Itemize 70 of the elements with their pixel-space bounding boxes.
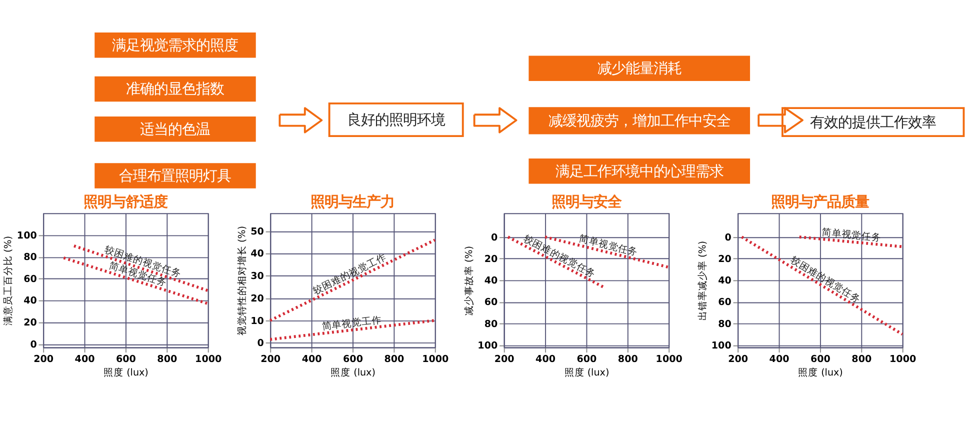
y-axis-title: 出错率减少率 (%) <box>696 240 709 320</box>
x-tick-label: 600 <box>810 354 831 366</box>
x-tick-label: 800 <box>618 354 638 366</box>
x-tick-label: 200 <box>34 354 54 366</box>
x-tick-label: 600 <box>343 354 364 366</box>
x-axis-title: 照度 (lux) <box>798 366 843 379</box>
y-tick-label: 40 <box>250 248 264 260</box>
text: 合理布置照明灯具 <box>119 168 232 185</box>
x-tick-label: 800 <box>157 354 178 366</box>
x-tick-label: 400 <box>74 354 96 366</box>
chart-title: 照明与安全 <box>551 193 622 210</box>
text: 满足视觉需求的照度 <box>112 38 238 54</box>
text: 简单视觉任务 <box>578 232 640 258</box>
y-tick-label: 20 <box>250 293 264 304</box>
text: 减少能量消耗 <box>597 61 682 78</box>
y-tick-label: 0 <box>724 232 732 244</box>
y-axis-title: 减少事故率 (%) <box>462 246 475 316</box>
x-tick-label: 400 <box>536 354 556 366</box>
y-tick-label: 0 <box>30 339 38 350</box>
x-tick-label: 1000 <box>422 354 450 366</box>
y-tick-label: 40 <box>24 296 38 307</box>
text: 满足工作环境中的心理需求 <box>555 164 724 180</box>
text: 简单视觉工作 <box>321 314 382 333</box>
y-tick-label: 50 <box>250 226 264 238</box>
text: 减缓视疲劳，增加工作中安全 <box>548 113 730 130</box>
x-tick-label: 200 <box>728 354 748 366</box>
x-tick-label: 400 <box>302 354 322 366</box>
x-tick-label: 800 <box>852 354 872 366</box>
x-tick-label: 200 <box>494 354 515 366</box>
y-axis-title: 满意员工百分比 (%) <box>2 236 14 326</box>
y-tick-label: 0 <box>257 338 264 350</box>
x-tick-label: 600 <box>576 354 598 366</box>
chart-title: 照明与产品质量 <box>770 193 869 210</box>
x-tick-label: 200 <box>260 354 281 366</box>
x-tick-label: 1000 <box>890 354 916 366</box>
x-tick-label: 1000 <box>656 354 683 366</box>
y-tick-label: 100 <box>478 340 498 352</box>
text: 较困难的视觉任务 <box>788 254 863 306</box>
text: 准确的显色指数 <box>126 82 224 98</box>
text: 有效的提供工作效率 <box>810 114 936 131</box>
y-tick-label: 80 <box>718 318 732 330</box>
x-axis-title: 照度 (lux) <box>104 366 148 379</box>
y-tick-label: 20 <box>484 254 498 265</box>
x-axis-title: 照度 (lux) <box>564 366 610 379</box>
text: 较困难的视觉工作 <box>310 251 388 298</box>
x-tick-label: 800 <box>384 354 405 366</box>
chart-title: 照明与舒适度 <box>83 193 168 210</box>
y-tick-label: 20 <box>24 318 38 329</box>
y-tick-label: 100 <box>16 230 38 242</box>
y-tick-label: 10 <box>250 316 264 327</box>
y-axis-title: 视觉特性的相对增长 (%) <box>236 226 248 336</box>
y-tick-label: 40 <box>484 276 498 287</box>
chart-title: 照明与生产力 <box>310 193 395 210</box>
y-tick-label: 100 <box>711 340 732 352</box>
x-tick-label: 1000 <box>195 354 222 366</box>
x-tick-label: 600 <box>116 354 136 366</box>
y-tick-label: 60 <box>484 297 498 308</box>
y-tick-label: 60 <box>24 274 38 285</box>
y-tick-label: 30 <box>250 271 264 282</box>
text: 简单视觉任务 <box>821 226 882 244</box>
x-tick-label: 400 <box>769 354 790 366</box>
x-axis-title: 照度 (lux) <box>330 366 376 379</box>
y-tick-label: 40 <box>718 276 732 287</box>
text: 适当的色温 <box>140 122 210 138</box>
y-tick-label: 80 <box>24 252 38 264</box>
y-tick-label: 60 <box>718 297 732 308</box>
y-tick-label: 20 <box>718 254 732 265</box>
y-tick-label: 80 <box>484 318 498 330</box>
text: 良好的照明环境 <box>347 112 446 129</box>
y-tick-label: 0 <box>490 232 498 244</box>
